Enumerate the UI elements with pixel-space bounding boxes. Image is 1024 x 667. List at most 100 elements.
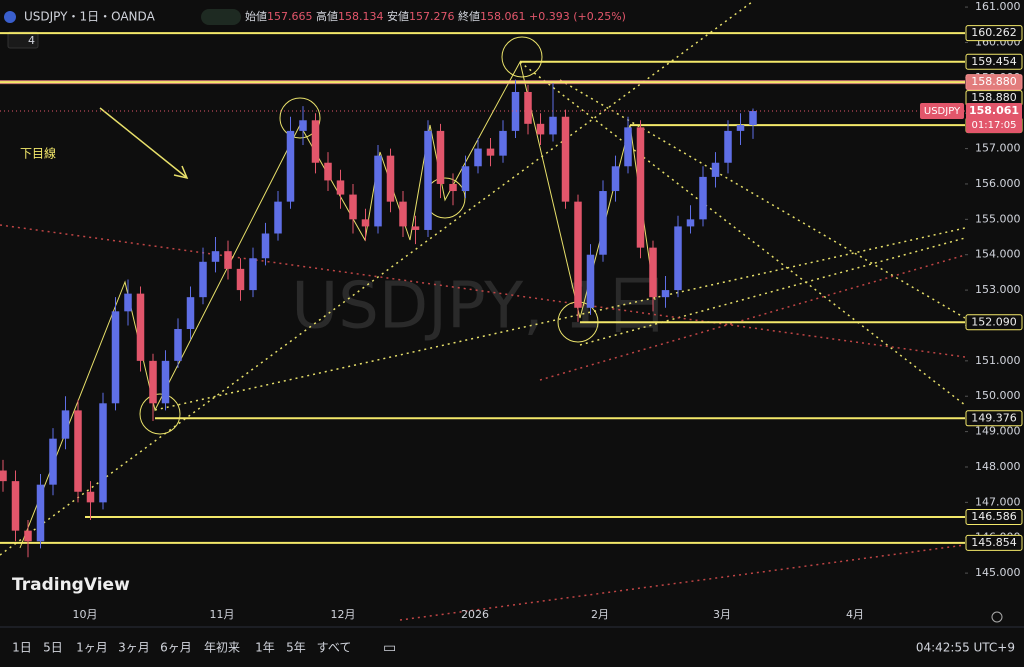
candle-body [261, 233, 270, 259]
candle-body [399, 201, 407, 227]
status-pill[interactable] [201, 9, 241, 25]
level-tag [965, 53, 1023, 70]
level-tag [965, 25, 1023, 42]
calendar-icon[interactable]: ▭ [383, 640, 396, 656]
ohlc: 始値157.665 高値158.134 安値157.276 終値158.061 … [245, 9, 626, 23]
candle-body [386, 155, 395, 202]
drawings [0, 1, 966, 621]
x-tick-label: 4月 [846, 608, 864, 621]
candle-body [661, 290, 670, 298]
label: 安値 [387, 9, 409, 23]
candle-body [74, 410, 82, 492]
arrow-head [173, 165, 189, 180]
candle-body [211, 251, 220, 262]
y-tick-label: 154.000 [975, 248, 1021, 261]
trend-line [519, 61, 966, 406]
candle-body [524, 91, 532, 124]
y-tick-label: 147.000 [975, 495, 1021, 508]
candle-body [624, 127, 632, 167]
candle-body [311, 120, 320, 163]
logo: TradingView [12, 575, 130, 595]
y-tick-label: 145.000 [975, 566, 1021, 579]
candle-body [424, 130, 432, 230]
candle-body [749, 111, 757, 126]
level-label: 152.090 [971, 315, 1017, 328]
trend-line [539, 254, 966, 381]
candle-body [161, 360, 170, 404]
candle-body [599, 191, 607, 255]
candle-body [86, 491, 95, 503]
price-tag [966, 103, 1022, 134]
level-tag [965, 534, 1023, 551]
candle-body [649, 247, 657, 298]
indicator-toggle[interactable] [7, 31, 39, 49]
y-tick-label: 155.000 [975, 212, 1021, 225]
annotation: 下目線 [20, 146, 56, 161]
label: 高値 [316, 9, 338, 23]
label: 終値 [458, 9, 480, 23]
circle-marker [279, 97, 321, 139]
candle-body [236, 268, 245, 291]
y-tick-label: 151.000 [975, 354, 1021, 367]
level-tag [965, 509, 1023, 526]
candle-body [124, 293, 132, 312]
range-button[interactable]: 1ヶ月 [76, 641, 108, 655]
candle-body [61, 410, 70, 439]
candle-body [324, 162, 332, 181]
candle-body [361, 219, 370, 227]
zigzag [19, 60, 656, 549]
candle-body [549, 116, 557, 135]
y-tick-label: 150.000 [975, 389, 1021, 402]
range-button[interactable]: 5年 [286, 641, 306, 655]
range-button[interactable]: 5日 [43, 641, 63, 655]
candle-body [299, 120, 307, 131]
price-tag-label: 158.061 [969, 104, 1019, 117]
candle-body [474, 148, 482, 167]
symbol[interactable]: USDJPY・1日・OANDA [24, 10, 156, 24]
candle-body [636, 127, 645, 248]
range-button[interactable]: 6ヶ月 [160, 641, 192, 655]
candle-body [111, 311, 120, 404]
level-tag [965, 410, 1023, 427]
candle-body [686, 219, 695, 227]
arrow [99, 107, 187, 178]
candle-body [724, 130, 732, 163]
trend-line [0, 224, 966, 358]
watermark: USDJPY, 1日 [291, 270, 668, 344]
x-tick-label: 10月 [73, 608, 98, 621]
settings-icon[interactable] [991, 611, 1003, 623]
change: +0.393 [529, 10, 570, 23]
candle-body [674, 226, 682, 291]
candle-body [711, 162, 720, 177]
symbol-icon [4, 11, 16, 23]
symbol-tag-label: USDJPY [924, 106, 961, 117]
candle-body [11, 481, 20, 531]
value: 158.134 [338, 10, 384, 23]
circle-marker [501, 36, 543, 78]
range-button[interactable]: すべて [317, 641, 352, 655]
level-label: 160.262 [971, 26, 1017, 39]
clock: 04:42:55 UTC+9 [916, 641, 1015, 655]
candle-body [186, 297, 195, 330]
y-tick-label: 153.000 [975, 283, 1021, 296]
level-label: 158.880 [971, 91, 1017, 104]
candle-body [611, 166, 620, 192]
range-button[interactable]: 1日 [12, 641, 32, 655]
candle-body [349, 194, 357, 220]
candle-body [249, 258, 257, 291]
candle-body [36, 484, 45, 542]
candle-body [374, 155, 382, 227]
level-label: 146.586 [971, 510, 1017, 523]
range-button[interactable]: 1年 [255, 641, 275, 655]
level-label: 145.854 [971, 536, 1017, 549]
x-tick-label: 3月 [713, 608, 731, 621]
x-tick-label: 2月 [591, 608, 609, 621]
range-button[interactable]: 3ヶ月 [118, 641, 150, 655]
candle-body [0, 470, 7, 482]
trend-line [399, 544, 966, 621]
value: 157.665 [267, 10, 313, 23]
candle-body [136, 293, 145, 361]
level-tag [965, 314, 1023, 331]
range-button[interactable]: 年初来 [204, 641, 240, 655]
